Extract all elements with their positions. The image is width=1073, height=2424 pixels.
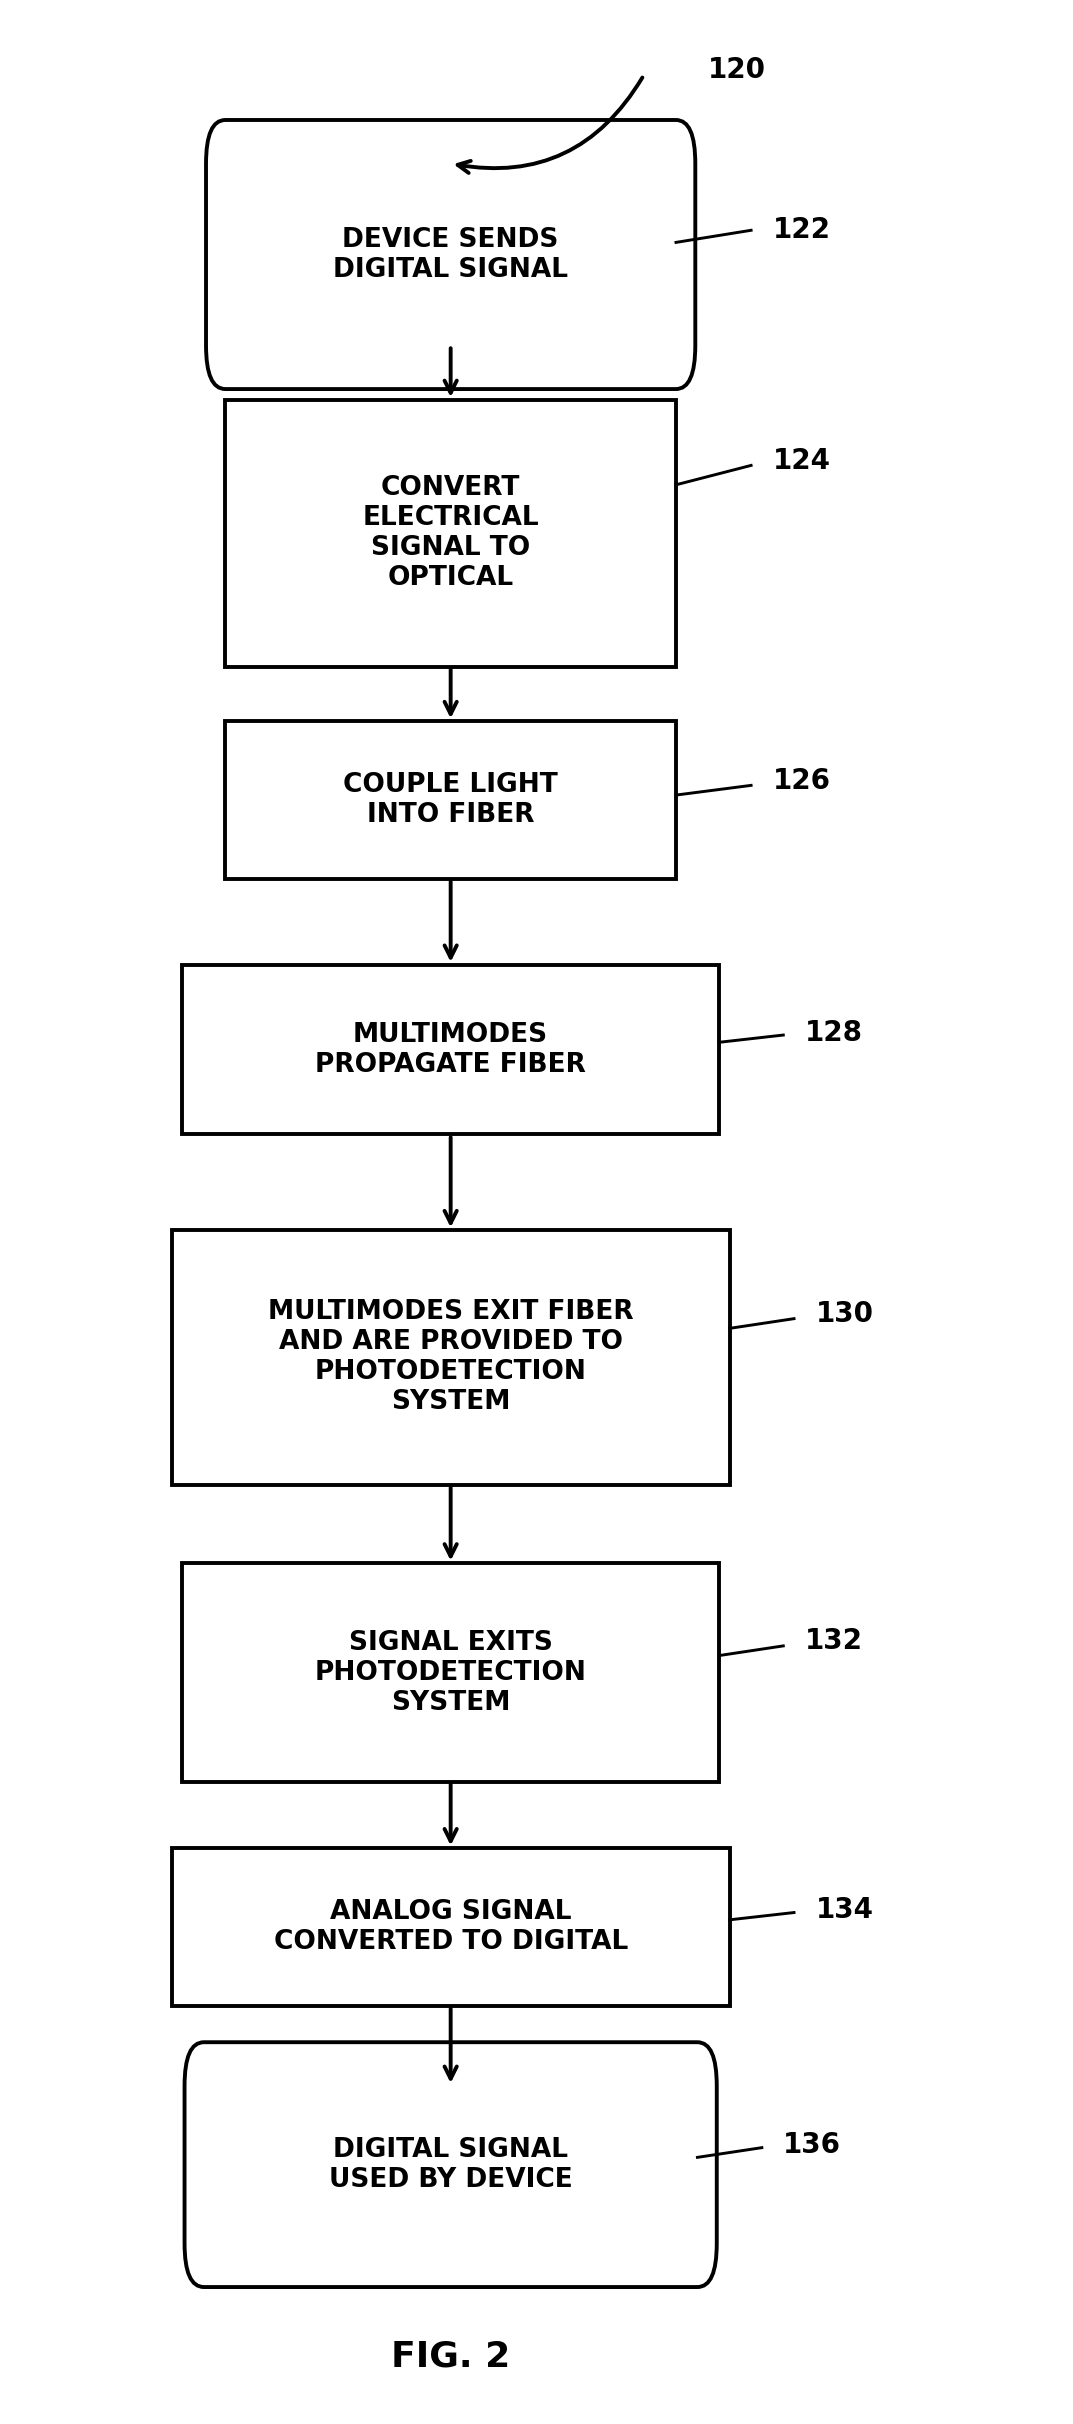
Text: MULTIMODES
PROPAGATE FIBER: MULTIMODES PROPAGATE FIBER <box>315 1021 586 1079</box>
FancyBboxPatch shape <box>225 400 676 667</box>
Text: DIGITAL SIGNAL
USED BY DEVICE: DIGITAL SIGNAL USED BY DEVICE <box>328 2136 573 2194</box>
Text: 134: 134 <box>815 1896 873 1925</box>
FancyBboxPatch shape <box>172 1850 730 2007</box>
Text: MULTIMODES EXIT FIBER
AND ARE PROVIDED TO
PHOTODETECTION
SYSTEM: MULTIMODES EXIT FIBER AND ARE PROVIDED T… <box>268 1299 633 1416</box>
FancyBboxPatch shape <box>172 1231 730 1483</box>
Text: 128: 128 <box>805 1018 863 1047</box>
Text: 136: 136 <box>783 2131 841 2160</box>
Text: ANALOG SIGNAL
CONVERTED TO DIGITAL: ANALOG SIGNAL CONVERTED TO DIGITAL <box>274 1898 628 1956</box>
Text: 130: 130 <box>815 1299 873 1328</box>
Text: 124: 124 <box>773 446 831 475</box>
FancyBboxPatch shape <box>185 2041 717 2288</box>
Text: 120: 120 <box>708 56 766 85</box>
Text: FIG. 2: FIG. 2 <box>391 2339 511 2373</box>
Text: COUPLE LIGHT
INTO FIBER: COUPLE LIGHT INTO FIBER <box>343 771 558 829</box>
Text: DEVICE SENDS
DIGITAL SIGNAL: DEVICE SENDS DIGITAL SIGNAL <box>333 225 569 284</box>
Text: CONVERT
ELECTRICAL
SIGNAL TO
OPTICAL: CONVERT ELECTRICAL SIGNAL TO OPTICAL <box>363 475 539 591</box>
Text: SIGNAL EXITS
PHOTODETECTION
SYSTEM: SIGNAL EXITS PHOTODETECTION SYSTEM <box>314 1629 587 1716</box>
FancyBboxPatch shape <box>206 119 695 388</box>
Text: 132: 132 <box>805 1627 863 1656</box>
Text: 126: 126 <box>773 766 831 795</box>
FancyBboxPatch shape <box>182 1563 719 1782</box>
FancyBboxPatch shape <box>225 720 676 877</box>
FancyBboxPatch shape <box>182 965 719 1134</box>
Text: 122: 122 <box>773 216 831 245</box>
